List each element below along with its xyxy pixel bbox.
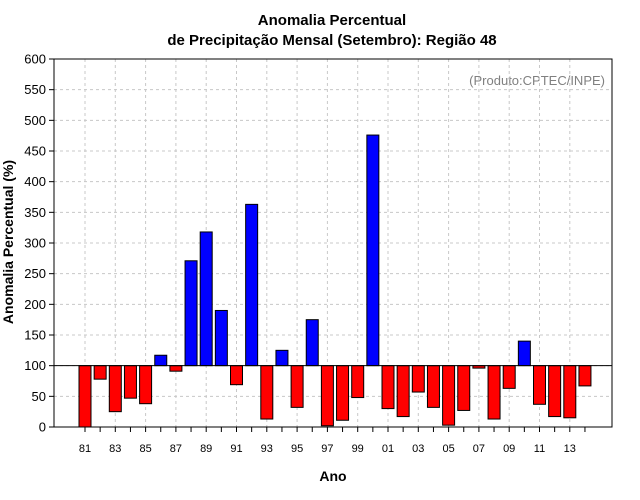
bar-86 bbox=[154, 354, 168, 367]
bar-91 bbox=[230, 365, 243, 386]
bar-04 bbox=[426, 365, 440, 408]
y-tick-label: 0 bbox=[39, 420, 46, 435]
y-tick-label: 200 bbox=[24, 297, 46, 312]
bar-81 bbox=[78, 365, 92, 428]
bar-82 bbox=[93, 365, 107, 380]
bar-84 bbox=[123, 365, 137, 399]
bar-02 bbox=[396, 365, 410, 418]
bar-00 bbox=[366, 134, 380, 367]
bar-06 bbox=[457, 365, 471, 411]
x-tick-label: 07 bbox=[473, 443, 485, 455]
x-tick-label: 93 bbox=[261, 443, 273, 455]
x-tick-label: 95 bbox=[291, 443, 303, 455]
credit-label: (Produto:CPTEC/INPE) bbox=[469, 73, 605, 88]
bar-95 bbox=[290, 365, 304, 408]
bar-10 bbox=[517, 340, 531, 367]
bars bbox=[78, 134, 592, 428]
bar-93 bbox=[260, 365, 274, 420]
bar-09 bbox=[502, 365, 516, 389]
x-tick-label: 05 bbox=[442, 443, 454, 455]
x-tick-label: 91 bbox=[230, 443, 242, 455]
bar-92 bbox=[245, 203, 259, 367]
y-tick-label: 250 bbox=[24, 266, 46, 281]
y-tick-label: 600 bbox=[24, 52, 46, 67]
chart-subtitle: de Precipitação Mensal (Setembro): Regiã… bbox=[167, 32, 496, 49]
x-axis-label: Ano bbox=[319, 468, 346, 484]
x-tick-label: 13 bbox=[564, 443, 576, 455]
x-tick-label: 97 bbox=[321, 443, 333, 455]
x-tick-label: 11 bbox=[534, 443, 545, 455]
x-tick-label: 81 bbox=[79, 443, 91, 455]
x-tick-label: 87 bbox=[170, 443, 182, 455]
x-tick-label: 09 bbox=[503, 443, 515, 455]
y-tick-label: 150 bbox=[24, 328, 46, 343]
x-tick-label: 83 bbox=[109, 443, 121, 455]
bar-83 bbox=[108, 365, 122, 413]
x-tick-label: 99 bbox=[352, 443, 364, 455]
bar-85 bbox=[139, 365, 153, 405]
y-tick-label: 50 bbox=[32, 389, 46, 404]
bar-13 bbox=[563, 365, 577, 419]
bar-90 bbox=[214, 309, 228, 367]
y-axis-label: Anomalia Percentual (%) bbox=[0, 160, 16, 324]
bar-87 bbox=[169, 365, 183, 372]
chart-title: Anomalia Percentual bbox=[258, 12, 406, 29]
x-tick-label: 03 bbox=[412, 443, 424, 455]
bar-12 bbox=[548, 365, 562, 418]
bar-88 bbox=[184, 260, 198, 367]
bar-98 bbox=[336, 365, 350, 421]
bar-08 bbox=[487, 365, 501, 420]
y-tick-label: 100 bbox=[24, 358, 46, 373]
bar-97 bbox=[320, 365, 334, 427]
bar-14 bbox=[578, 365, 592, 387]
bar-11 bbox=[533, 365, 546, 405]
x-tick-label: 89 bbox=[200, 443, 212, 455]
bar-96 bbox=[305, 319, 319, 367]
bar-94 bbox=[275, 349, 289, 367]
y-tick-label: 450 bbox=[24, 144, 46, 159]
y-tick-label: 300 bbox=[24, 236, 46, 251]
bar-01 bbox=[381, 365, 395, 410]
bar-89 bbox=[199, 231, 213, 367]
y-tick-label: 500 bbox=[24, 113, 46, 128]
y-tick-label: 350 bbox=[24, 205, 46, 220]
bar-05 bbox=[442, 365, 456, 426]
x-tick-label: 01 bbox=[382, 443, 394, 455]
y-tick-label: 550 bbox=[24, 82, 46, 97]
bar-99 bbox=[351, 365, 365, 399]
bar-03 bbox=[411, 365, 425, 393]
y-tick-label: 400 bbox=[24, 174, 46, 189]
x-tick-label: 85 bbox=[139, 443, 151, 455]
